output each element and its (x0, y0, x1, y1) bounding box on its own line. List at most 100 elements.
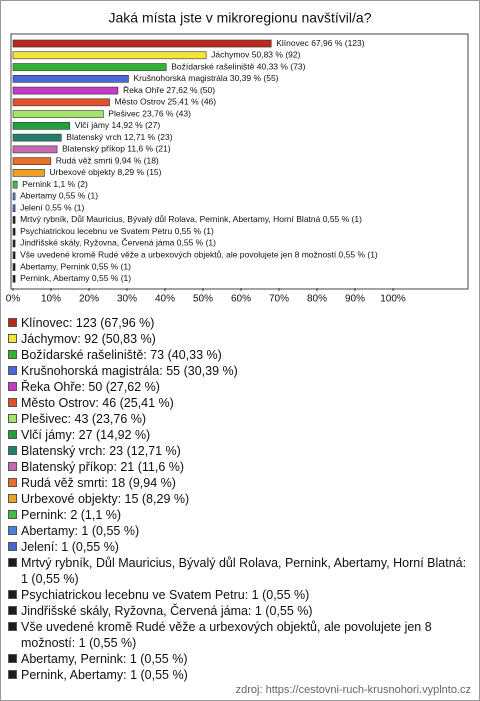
bar-label: Pernink 1,1 % (2) (22, 179, 88, 189)
bar (12, 122, 70, 130)
x-tick-label: 20% (79, 294, 99, 305)
legend-label: Krušnohorská magistrála: 55 (30,39 %) (21, 364, 238, 378)
bar (12, 169, 45, 177)
bar (12, 192, 16, 201)
bar-label: Řeka Ohře 27,62 % (50) (123, 85, 215, 95)
x-tick-label: 100% (380, 294, 406, 305)
bar (12, 98, 110, 107)
bar-label: Rudá věž smrti 9,94 % (18) (56, 155, 159, 165)
legend-label: Řeka Ohře: 50 (27,62 %) (21, 380, 160, 394)
bar-label: Urbexové objekty 8,29 % (15) (50, 167, 162, 177)
legend-label: Pernink: 2 (1,1 %) (21, 508, 122, 522)
bar (12, 251, 16, 260)
legend-label: Blatenský příkop: 21 (11,6 %) (21, 460, 185, 474)
legend-swatch (8, 398, 17, 407)
legend-label: Město Ostrov: 46 (25,41 %) (21, 396, 174, 410)
legend-label: Vlčí jámy: 27 (14,92 %) (21, 428, 151, 442)
bar (12, 239, 16, 248)
bar-label: Blatenský vrch 12,71 % (23) (66, 132, 172, 142)
bar-label: Vše uvedené kromě Rudé věže a urbexových… (20, 249, 378, 259)
bar-label: Vlčí jámy 14,92 % (27) (75, 120, 161, 130)
legend-item: Psychiatrickou lecebnu ve Svatem Petru: … (8, 587, 468, 603)
bar (12, 157, 52, 165)
legend-item: Božídarské rašeliniště: 73 (40,33 %) (8, 347, 468, 363)
legend-item: Pernink: 2 (1,1 %) (8, 507, 468, 523)
legend-swatch (8, 558, 17, 567)
legend-swatch (8, 350, 17, 359)
bar (12, 145, 58, 154)
legend-item: Urbexové objekty: 15 (8,29 %) (8, 491, 468, 507)
legend-item: Abertamy: 1 (0,55 %) (8, 523, 468, 539)
legend-swatch (8, 526, 17, 535)
bar (12, 274, 16, 283)
legend-swatch (8, 654, 17, 663)
legend-swatch (8, 414, 17, 423)
legend-swatch (8, 542, 17, 551)
legend-item: Město Ostrov: 46 (25,41 %) (8, 395, 468, 411)
legend-label: Pernink, Abertamy: 1 (0,55 %) (21, 668, 188, 682)
legend-label: Jáchymov: 92 (50,83 %) (21, 332, 156, 346)
bar-label: Blatenský příkop 11,6 % (21) (62, 144, 171, 154)
x-tick-label: 50% (193, 294, 213, 305)
legend-item: Mrtvý rybník, Důl Mauricius, Bývalý důl … (8, 555, 468, 587)
legend-swatch (8, 590, 17, 599)
bar-label: Božídarské rašeliniště 40,33 % (73) (171, 61, 305, 71)
bar (12, 133, 62, 142)
bar (12, 263, 16, 271)
chart: Jaká místa jste v mikroregionu navštívil… (6, 10, 469, 305)
legend-item: Pernink, Abertamy: 1 (0,55 %) (8, 667, 468, 683)
x-tick-label: 40% (155, 294, 175, 305)
legend-label: Abertamy, Pernink: 1 (0,55 %) (21, 652, 188, 666)
legend-swatch (8, 670, 17, 679)
bar (12, 51, 207, 60)
legend-swatch (8, 622, 17, 631)
x-tick-label: 10% (41, 294, 61, 305)
bar-label: Mrtvý rybník, Důl Mauricius, Bývalý důl … (20, 214, 362, 224)
x-tick-label: 90% (345, 294, 365, 305)
legend-label: Mrtvý rybník, Důl Mauricius, Bývalý důl … (21, 556, 467, 586)
x-tick-label: 0% (6, 294, 21, 305)
legend-swatch (8, 478, 17, 487)
legend-item: Řeka Ohře: 50 (27,62 %) (8, 379, 468, 395)
legend-item: Krušnohorská magistrála: 55 (30,39 %) (8, 363, 468, 379)
x-tick-label: 80% (307, 294, 327, 305)
bar-label: Jelení 0,55 % (1) (20, 202, 84, 212)
legend-swatch (8, 462, 17, 471)
legend-label: Urbexové objekty: 15 (8,29 %) (21, 492, 190, 506)
legend-label: Jindřišské skály, Ryžovna, Červená jáma:… (21, 604, 313, 618)
bar-label: Abertamy 0,55 % (1) (20, 191, 98, 201)
bar (12, 180, 18, 189)
bar-label: Jáchymov 50,83 % (92) (211, 50, 300, 60)
legend-item: Vše uvedené kromě Rudé věže a urbexových… (8, 619, 468, 651)
legend: Klínovec: 123 (67,96 %) Jáchymov: 92 (50,… (8, 315, 468, 683)
legend-item: Blatenský příkop: 21 (11,6 %) (8, 459, 468, 475)
legend-swatch (8, 334, 17, 343)
x-tick-label: 70% (269, 294, 289, 305)
legend-label: Klínovec: 123 (67,96 %) (21, 316, 155, 330)
legend-label: Blatenský vrch: 23 (12,71 %) (21, 444, 181, 458)
legend-label: Abertamy: 1 (0,55 %) (21, 524, 140, 538)
legend-label: Vše uvedené kromě Rudé věže a urbexových… (21, 620, 432, 650)
bar-label: Klínovec 67,96 % (123) (276, 38, 365, 48)
bar (12, 204, 16, 213)
bar-label: Abertamy, Pernink 0,55 % (1) (20, 261, 131, 271)
legend-swatch (8, 606, 17, 615)
legend-label: Plešivec: 43 (23,76 %) (21, 412, 147, 426)
legend-swatch (8, 510, 17, 519)
bar-label: Psychiatrickou lecebnu ve Svatem Petru 0… (20, 226, 214, 236)
x-tick-label: 30% (117, 294, 137, 305)
legend-label: Jelení: 1 (0,55 %) (21, 540, 119, 554)
bar (12, 63, 167, 71)
legend-item: Vlčí jámy: 27 (14,92 %) (8, 427, 468, 443)
legend-item: Rudá věž smrti: 18 (9,94 %) (8, 475, 468, 491)
legend-swatch (8, 430, 17, 439)
legend-swatch (8, 446, 17, 455)
plot-frame (10, 33, 469, 290)
bar (12, 110, 104, 118)
legend-swatch (8, 382, 17, 391)
bar-label: Krušnohorská magistrála 30,39 % (55) (133, 73, 278, 83)
bar (12, 39, 272, 48)
legend-swatch (8, 366, 17, 375)
legend-item: Jindřišské skály, Ryžovna, Červená jáma:… (8, 603, 468, 619)
